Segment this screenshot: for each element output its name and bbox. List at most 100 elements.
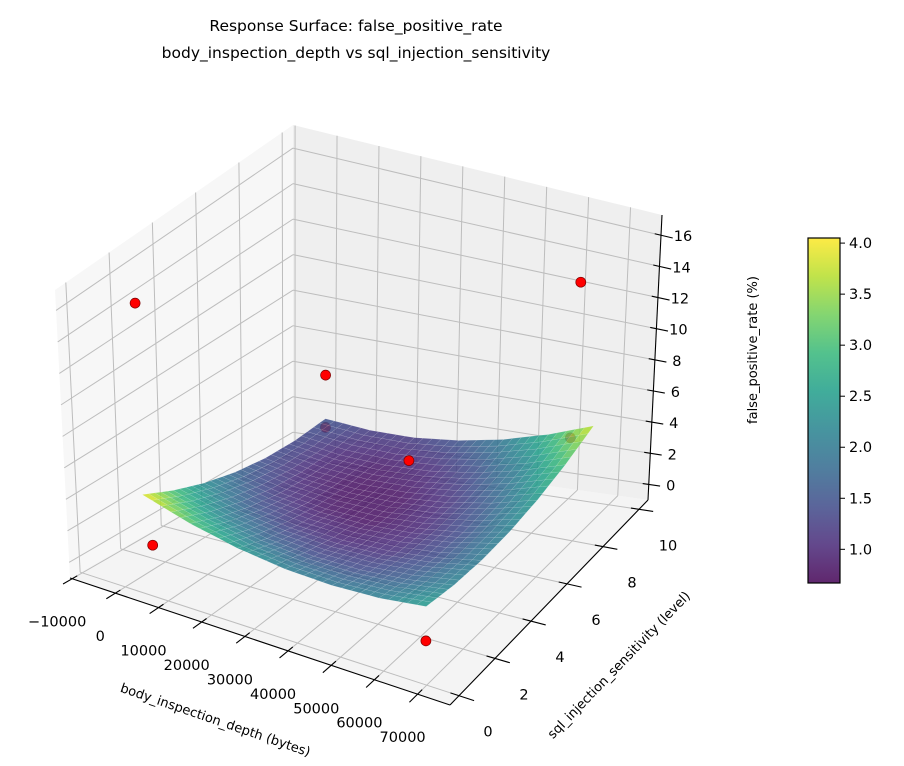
- y-tick-label: 0: [483, 725, 492, 741]
- left-gridline-z: [65, 360, 294, 500]
- y-tick-label: 10: [659, 538, 677, 554]
- x-tick-label: 20000: [164, 658, 210, 674]
- left-gridline-z: [67, 396, 294, 532]
- left-gridline-z: [60, 254, 294, 406]
- colorbar-tick-label: 3.0: [849, 338, 872, 354]
- colorbar-tick-label: 2.5: [849, 389, 872, 405]
- surface-cell: [516, 506, 533, 514]
- back-gridline-x: [536, 186, 548, 485]
- z-tick-label: 4: [669, 416, 678, 432]
- x-tick-label: 60000: [336, 716, 382, 732]
- z-axis-line: [647, 214, 663, 501]
- x-tick: [149, 603, 164, 615]
- surface-cell: [438, 583, 455, 590]
- left-gridline-z: [55, 147, 294, 311]
- z-tick: [654, 233, 673, 239]
- x-tick-label: 10000: [120, 644, 166, 660]
- colorbar-tick-label: 1.0: [849, 542, 872, 558]
- floor-gridline-x: [374, 489, 578, 681]
- surface-cell: [477, 548, 494, 555]
- data-points-front: [129, 276, 587, 466]
- colorbar: 1.0 1.5 2.0 2.5 3.0 3.5 4.0: [807, 236, 872, 584]
- y-tick: [450, 692, 475, 702]
- axis-lines: [62, 214, 673, 706]
- x-tick-label: 30000: [207, 672, 253, 688]
- left-gridline-y: [195, 192, 203, 503]
- surface-cell: [432, 587, 449, 594]
- x-axis-line: [69, 577, 451, 706]
- y-tick: [486, 655, 511, 664]
- left-pane: [55, 125, 293, 578]
- x-tick: [322, 660, 337, 674]
- back-gridline-z: [292, 218, 659, 299]
- z-tick-label: 8: [672, 354, 681, 370]
- back-gridline-x: [334, 135, 338, 456]
- back-gridline-x: [496, 176, 506, 479]
- y-tick-label: 8: [627, 576, 636, 592]
- left-gridline-z: [59, 218, 294, 374]
- surface-cell: [561, 448, 578, 459]
- left-gridline-y: [108, 252, 122, 549]
- colorbar-tick-label: 3.5: [849, 287, 872, 303]
- x-tick: [409, 689, 423, 703]
- left-gridline-z: [62, 289, 294, 437]
- back-gridline-x: [415, 156, 422, 468]
- x-tick: [279, 646, 294, 659]
- y-tick: [522, 618, 546, 626]
- surface-cell: [527, 492, 544, 502]
- tick-labels: −10000 0 100002000030000400005000060000700…: [28, 229, 692, 746]
- z-tick: [644, 451, 662, 456]
- back-gridline-z: [292, 254, 657, 330]
- left-gridline-y: [238, 162, 243, 480]
- x-tick: [235, 632, 251, 644]
- y-tick-label: 4: [555, 650, 564, 666]
- data-point: [575, 276, 587, 288]
- data-point: [403, 455, 415, 466]
- back-gridline-z: [292, 147, 662, 236]
- data-point: [420, 635, 432, 647]
- x-tick: [62, 575, 78, 585]
- z-tick-label: 10: [669, 323, 687, 339]
- floor-gridline-y: [120, 548, 496, 659]
- x-tick: [192, 618, 207, 629]
- z-tick-label: 12: [671, 292, 689, 308]
- surface-cell: [415, 600, 433, 607]
- left-gridline-y: [151, 222, 162, 526]
- back-gridline-z: [292, 396, 651, 454]
- back-gridline-z: [292, 325, 654, 392]
- surface-cell: [427, 592, 444, 599]
- y-axis-label: sql_injection_sensitivity (level): [545, 589, 694, 742]
- z-tick: [647, 389, 665, 394]
- back-gridline-z: [292, 360, 652, 423]
- colorbar-tick-label: 1.5: [849, 491, 872, 507]
- z-tick-label: 0: [666, 478, 675, 494]
- surface-cell: [544, 471, 561, 481]
- chart-subtitle: body_inspection_depth vs sql_injection_s…: [162, 44, 551, 63]
- colorbar-tick-label: 2.0: [849, 440, 872, 456]
- x-tick: [106, 589, 121, 600]
- x-tick: [365, 675, 380, 688]
- z-tick: [642, 482, 661, 487]
- z-tick-label: 6: [671, 385, 680, 401]
- x-tick-label: 0: [96, 629, 105, 645]
- y-tick: [630, 507, 654, 512]
- floor-gridline-x: [417, 495, 619, 695]
- left-gridline-y: [65, 282, 81, 573]
- left-gridline-z: [63, 325, 294, 469]
- left-gridline-z: [57, 183, 294, 343]
- chart-title: Response Surface: false_positive_rate: [209, 17, 502, 36]
- y-tick: [558, 581, 582, 588]
- z-tick: [651, 295, 670, 301]
- y-tick: [594, 544, 618, 550]
- z-tick: [650, 326, 669, 332]
- z-tick: [648, 358, 667, 363]
- z-axis-label: false_positive_rate (%): [746, 276, 761, 424]
- z-tick: [645, 420, 664, 425]
- surface-cell: [555, 456, 572, 467]
- y-tick-label: 6: [591, 613, 600, 629]
- surface-cell: [443, 578, 460, 586]
- left-gridline-y: [281, 132, 284, 456]
- y-tick-label: 2: [519, 687, 528, 703]
